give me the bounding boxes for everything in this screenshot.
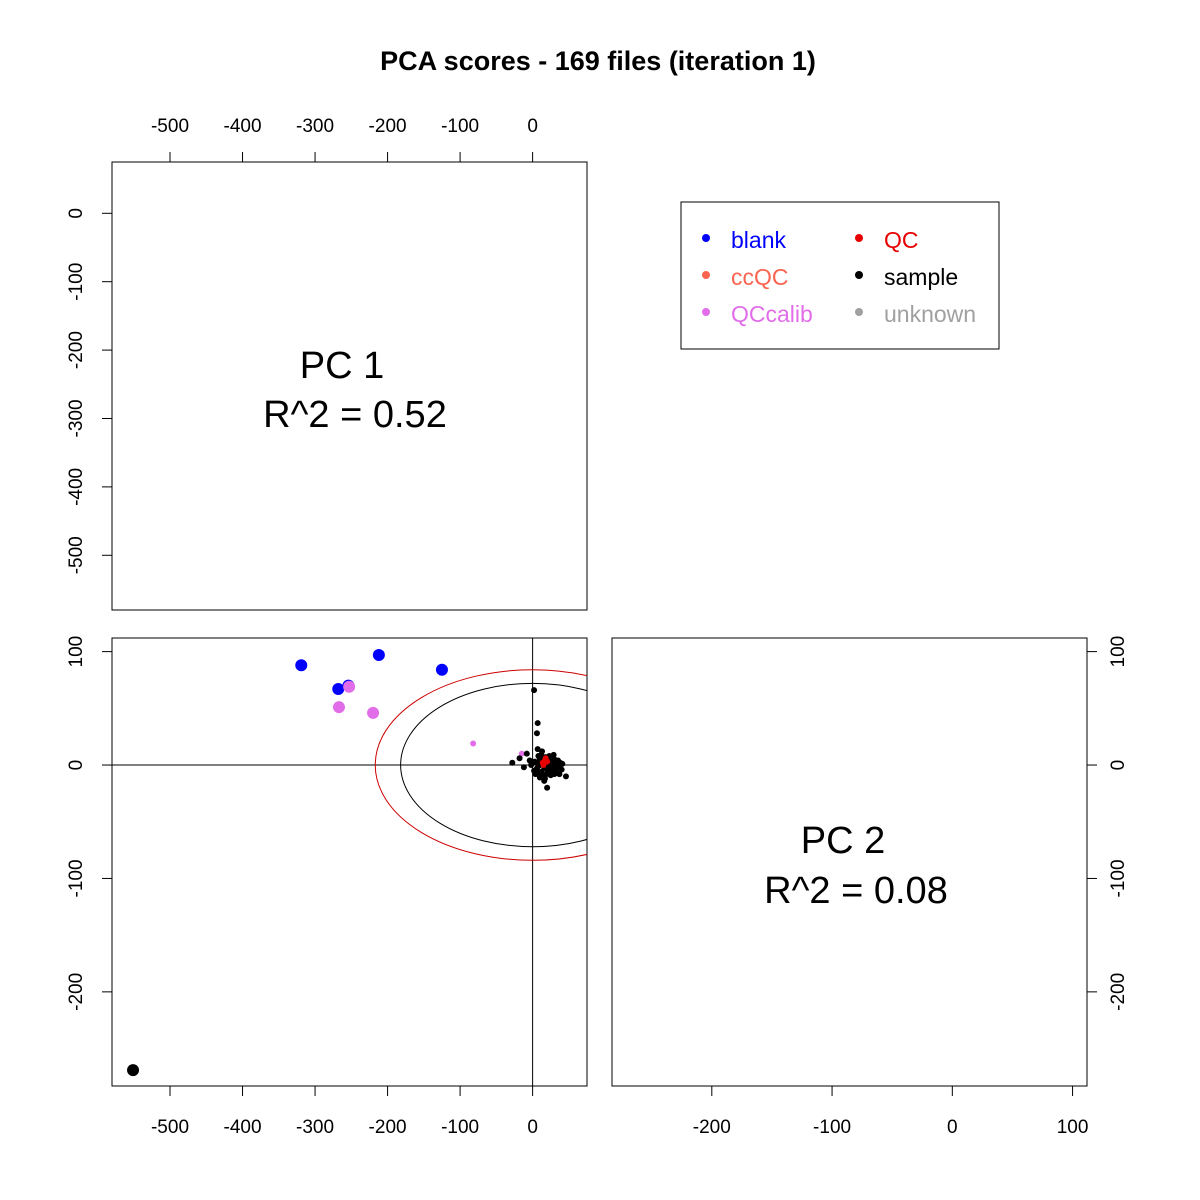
left-bottom-axis-tick-label: -200 xyxy=(66,973,87,1011)
point-QCcalib xyxy=(367,706,380,719)
axes: -500 -400 -300 -200 -100 0 0 -100 -200 -300 -400 -5… xyxy=(66,116,1129,1138)
bottom-left-axis-tick-label: -100 xyxy=(441,1117,479,1138)
legend-marker-blank xyxy=(702,234,710,242)
bottom-left-axis-tick-label: -300 xyxy=(296,1117,334,1138)
legend-box xyxy=(680,201,1000,350)
diag-pc1-label: PC 1 xyxy=(300,345,384,387)
point-sample xyxy=(528,762,535,769)
diag-pc2-label: PC 2 xyxy=(801,820,885,862)
top-axis-tick-label: 0 xyxy=(527,116,538,137)
legend-label-QCcalib: QCcalib xyxy=(731,301,813,327)
left-bottom-axis-tick-label: 0 xyxy=(66,760,87,771)
panel-bottom-right xyxy=(611,637,1088,1087)
point-sample xyxy=(556,771,563,778)
point-blank xyxy=(372,649,385,662)
left-bottom-axis-tick-label: 100 xyxy=(66,636,87,668)
confidence-ellipse xyxy=(400,682,587,848)
left-top-axis-tick-label: -500 xyxy=(66,536,87,574)
point-blank xyxy=(332,683,345,696)
point-sample xyxy=(558,766,565,773)
chart-title: PCA scores - 169 files (iteration 1) xyxy=(380,46,816,76)
point-sample xyxy=(534,720,541,727)
right-axis-tick-label: 0 xyxy=(1108,760,1129,771)
point-QCcalib xyxy=(343,680,356,693)
point-sample xyxy=(562,773,569,780)
right-axis-tick-label: 100 xyxy=(1108,636,1129,668)
bottom-left-axis-tick-label: -500 xyxy=(151,1117,189,1138)
top-axis-tick-label: -200 xyxy=(369,116,407,137)
left-top-axis-tick-label: -300 xyxy=(66,399,87,437)
legend-label-QC: QC xyxy=(884,227,919,253)
point-QCcalib xyxy=(332,701,345,714)
left-top-axis-tick-label: -200 xyxy=(66,331,87,369)
point-blank xyxy=(435,663,448,676)
left-top-axis-tick-label: 0 xyxy=(66,208,87,219)
bottom-right-axis-tick-label: -100 xyxy=(813,1117,851,1138)
top-axis-tick-label: -100 xyxy=(441,116,479,137)
legend-label-sample: sample xyxy=(884,264,958,290)
bottom-right-axis-tick-label: 0 xyxy=(947,1117,958,1138)
legend-marker-QCcalib xyxy=(702,308,710,316)
point-sample xyxy=(523,750,530,757)
right-axis-tick-label: -100 xyxy=(1108,859,1129,897)
right-axis-tick-label: -200 xyxy=(1108,973,1129,1011)
legend-label-unknown: unknown xyxy=(884,301,976,327)
diag-pc1-r2: R^2 = 0.52 xyxy=(263,394,447,436)
point-sample xyxy=(533,765,540,772)
point-sample xyxy=(559,760,566,767)
point-sample xyxy=(554,757,561,764)
bottom-left-axis-tick-label: -200 xyxy=(369,1117,407,1138)
point-sample xyxy=(541,775,548,782)
legend-label-blank: blank xyxy=(731,227,786,253)
left-top-axis-tick-label: -100 xyxy=(66,263,87,301)
point-sample xyxy=(544,784,551,791)
legend-label-ccQC: ccQC xyxy=(731,264,789,290)
point-QC xyxy=(540,762,547,769)
point-QCcalib xyxy=(518,750,525,757)
point-sample xyxy=(526,757,533,764)
point-sample xyxy=(531,687,538,694)
point-QCcalib xyxy=(470,740,477,747)
bottom-left-axis-tick-label: -400 xyxy=(224,1117,262,1138)
left-bottom-axis-tick-label: -100 xyxy=(66,859,87,897)
point-sample xyxy=(534,746,541,753)
confidence-ellipse xyxy=(374,669,587,861)
legend: blank QC ccQC sample QCcalib unknown xyxy=(702,227,976,327)
point-QC xyxy=(542,755,549,762)
left-top-axis-tick-label: -400 xyxy=(66,468,87,506)
point-sample xyxy=(533,730,540,737)
point-sample xyxy=(520,764,527,771)
bottom-left-axis-tick-label: 0 xyxy=(527,1117,538,1138)
point-blank xyxy=(295,659,308,672)
legend-marker-unknown xyxy=(855,308,863,316)
top-axis-tick-label: -400 xyxy=(224,116,262,137)
point-sample xyxy=(509,759,516,766)
legend-marker-ccQC xyxy=(702,271,710,279)
scatter-panel xyxy=(112,638,587,1086)
point-sample xyxy=(127,1064,140,1077)
legend-marker-QC xyxy=(855,234,863,242)
legend-marker-sample xyxy=(855,271,863,279)
diag-pc2-r2: R^2 = 0.08 xyxy=(764,870,948,912)
point-sample xyxy=(550,751,557,758)
top-axis-tick-label: -500 xyxy=(151,116,189,137)
top-axis-tick-label: -300 xyxy=(296,116,334,137)
bottom-right-axis-tick-label: -200 xyxy=(693,1117,731,1138)
panel-bottom-left xyxy=(111,637,588,1087)
bottom-right-axis-tick-label: 100 xyxy=(1057,1117,1089,1138)
point-sample xyxy=(516,755,523,762)
